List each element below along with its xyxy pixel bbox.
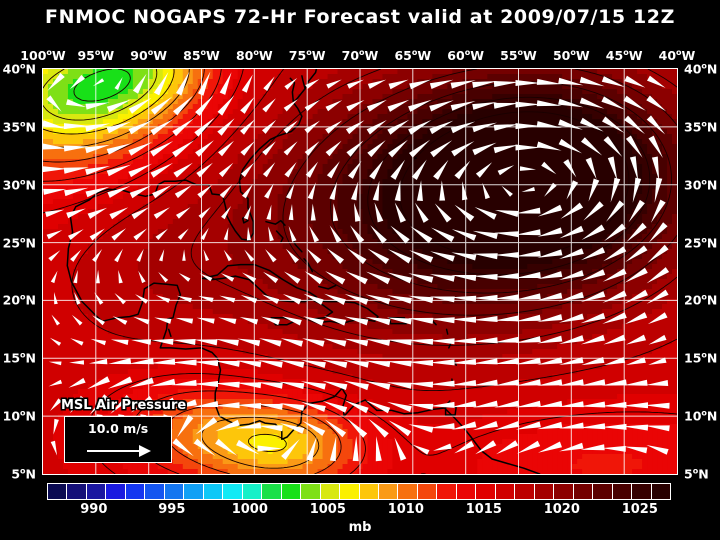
colorbar-swatch[interactable]	[242, 484, 263, 499]
lat-tick-label-right: 25oN	[684, 234, 718, 251]
longitude-axis-top: 100oW 95oW 90oW 85oW 80oW 75oW 70oW 65oW 60oW 55o…	[0, 48, 720, 64]
lat-tick-label-left: 40oN	[2, 61, 36, 77]
colorbar-swatch[interactable]	[359, 484, 379, 499]
map-canvas	[43, 69, 677, 474]
lat-tick-label-right: 35oN	[684, 119, 718, 135]
colorbar-swatch[interactable]	[612, 484, 633, 499]
colorbar-swatch[interactable]	[106, 484, 126, 499]
colorbar-unit-label: mb	[348, 520, 372, 535]
colorbar-swatch[interactable]	[632, 484, 652, 499]
lon-tick-label: 85oW	[183, 48, 220, 64]
colorbar-swatch[interactable]	[651, 484, 670, 499]
lat-tick-label-left: 20oN	[2, 292, 36, 308]
colorbar-swatch[interactable]	[203, 484, 224, 499]
colorbar-swatch[interactable]	[417, 484, 438, 499]
lat-tick-label-left: 35oN	[2, 119, 36, 135]
colorbar-tick-label: 1025	[621, 502, 658, 517]
wind-vector-layer	[43, 71, 670, 462]
lat-tick-label-left: 30oN	[2, 177, 36, 193]
colorbar-swatch[interactable]	[398, 484, 418, 499]
colorbar-swatch[interactable]	[476, 484, 496, 499]
lat-tick-label-left: 15oN	[2, 350, 36, 366]
colorbar-tick-label: 990	[80, 502, 108, 517]
wind-scale-label: 10.0 m/s	[88, 421, 149, 437]
colorbar-swatch[interactable]	[145, 484, 165, 499]
pressure-colorbar[interactable]	[47, 483, 671, 500]
colorbar-swatch[interactable]	[67, 484, 87, 499]
colorbar-swatch[interactable]	[437, 484, 457, 499]
colorbar-swatch[interactable]	[320, 484, 341, 499]
lon-tick-label: 40oW	[658, 48, 696, 64]
lon-tick-label: 55oW	[500, 48, 537, 64]
lat-tick-label-right: 10oN	[684, 408, 718, 424]
lon-tick-label: 65oW	[394, 48, 432, 64]
colorbar-swatch[interactable]	[301, 484, 321, 499]
lat-tick-label-right: 20oN	[684, 292, 718, 308]
colorbar-tick-label: 1000	[231, 502, 268, 517]
lat-tick-label-right: 40oN	[684, 61, 718, 77]
colorbar-swatch[interactable]	[184, 484, 204, 499]
lat-tick-label-right: 15oN	[684, 350, 718, 366]
figure-title: FNMOC NOGAPS 72-Hr Forecast valid at 200…	[45, 6, 675, 28]
colorbar-swatch[interactable]	[86, 484, 107, 499]
lon-tick-label: 60oW	[447, 48, 485, 64]
colorbar-swatch[interactable]	[554, 484, 574, 499]
lat-tick-label-left: 5oN	[11, 466, 36, 482]
lon-tick-label: 80oW	[235, 48, 273, 64]
lon-tick-label: 90oW	[130, 48, 168, 64]
colorbar-swatch[interactable]	[534, 484, 555, 499]
colorbar-swatch[interactable]	[223, 484, 243, 499]
lat-tick-label-left: 10oN	[2, 408, 36, 424]
colorbar-swatch[interactable]	[125, 484, 146, 499]
colorbar-swatch[interactable]	[495, 484, 516, 499]
colorbar-tick-label: 1010	[387, 502, 424, 517]
colorbar-tick-label: 1015	[465, 502, 502, 517]
colorbar-swatch[interactable]	[164, 484, 185, 499]
field-label: MSL Air Pressure	[60, 397, 187, 413]
wind-scale-arrow-icon	[87, 445, 152, 458]
colorbar-swatch[interactable]	[48, 484, 68, 499]
lat-tick-label-left: 25oN	[2, 234, 36, 251]
colorbar-swatch[interactable]	[573, 484, 594, 499]
lon-tick-label: 100oW	[20, 48, 66, 64]
colorbar-swatch[interactable]	[593, 484, 613, 499]
colorbar-tick-label: 995	[158, 502, 186, 517]
lat-tick-label-right: 5oN	[684, 466, 709, 482]
map-plot-area: MSL Air Pressure 10.0 m/s	[42, 68, 678, 475]
colorbar-tick-label: 1020	[543, 502, 580, 517]
lon-tick-label: 95oW	[77, 48, 115, 64]
colorbar-swatch[interactable]	[456, 484, 477, 499]
colorbar-swatch[interactable]	[515, 484, 535, 499]
lon-tick-label: 70oW	[341, 48, 379, 64]
colorbar-swatch[interactable]	[281, 484, 302, 499]
lon-tick-label: 45oW	[605, 48, 643, 64]
colorbar-tick-label: 1005	[309, 502, 346, 517]
lon-tick-label: 75oW	[288, 48, 326, 64]
colorbar-swatch[interactable]	[262, 484, 282, 499]
colorbar-swatch[interactable]	[378, 484, 399, 499]
colorbar-swatch[interactable]	[340, 484, 360, 499]
lat-tick-label-right: 30oN	[684, 177, 718, 193]
lon-tick-label: 50oW	[552, 48, 590, 64]
wind-scale-legend: 10.0 m/s	[64, 416, 173, 464]
